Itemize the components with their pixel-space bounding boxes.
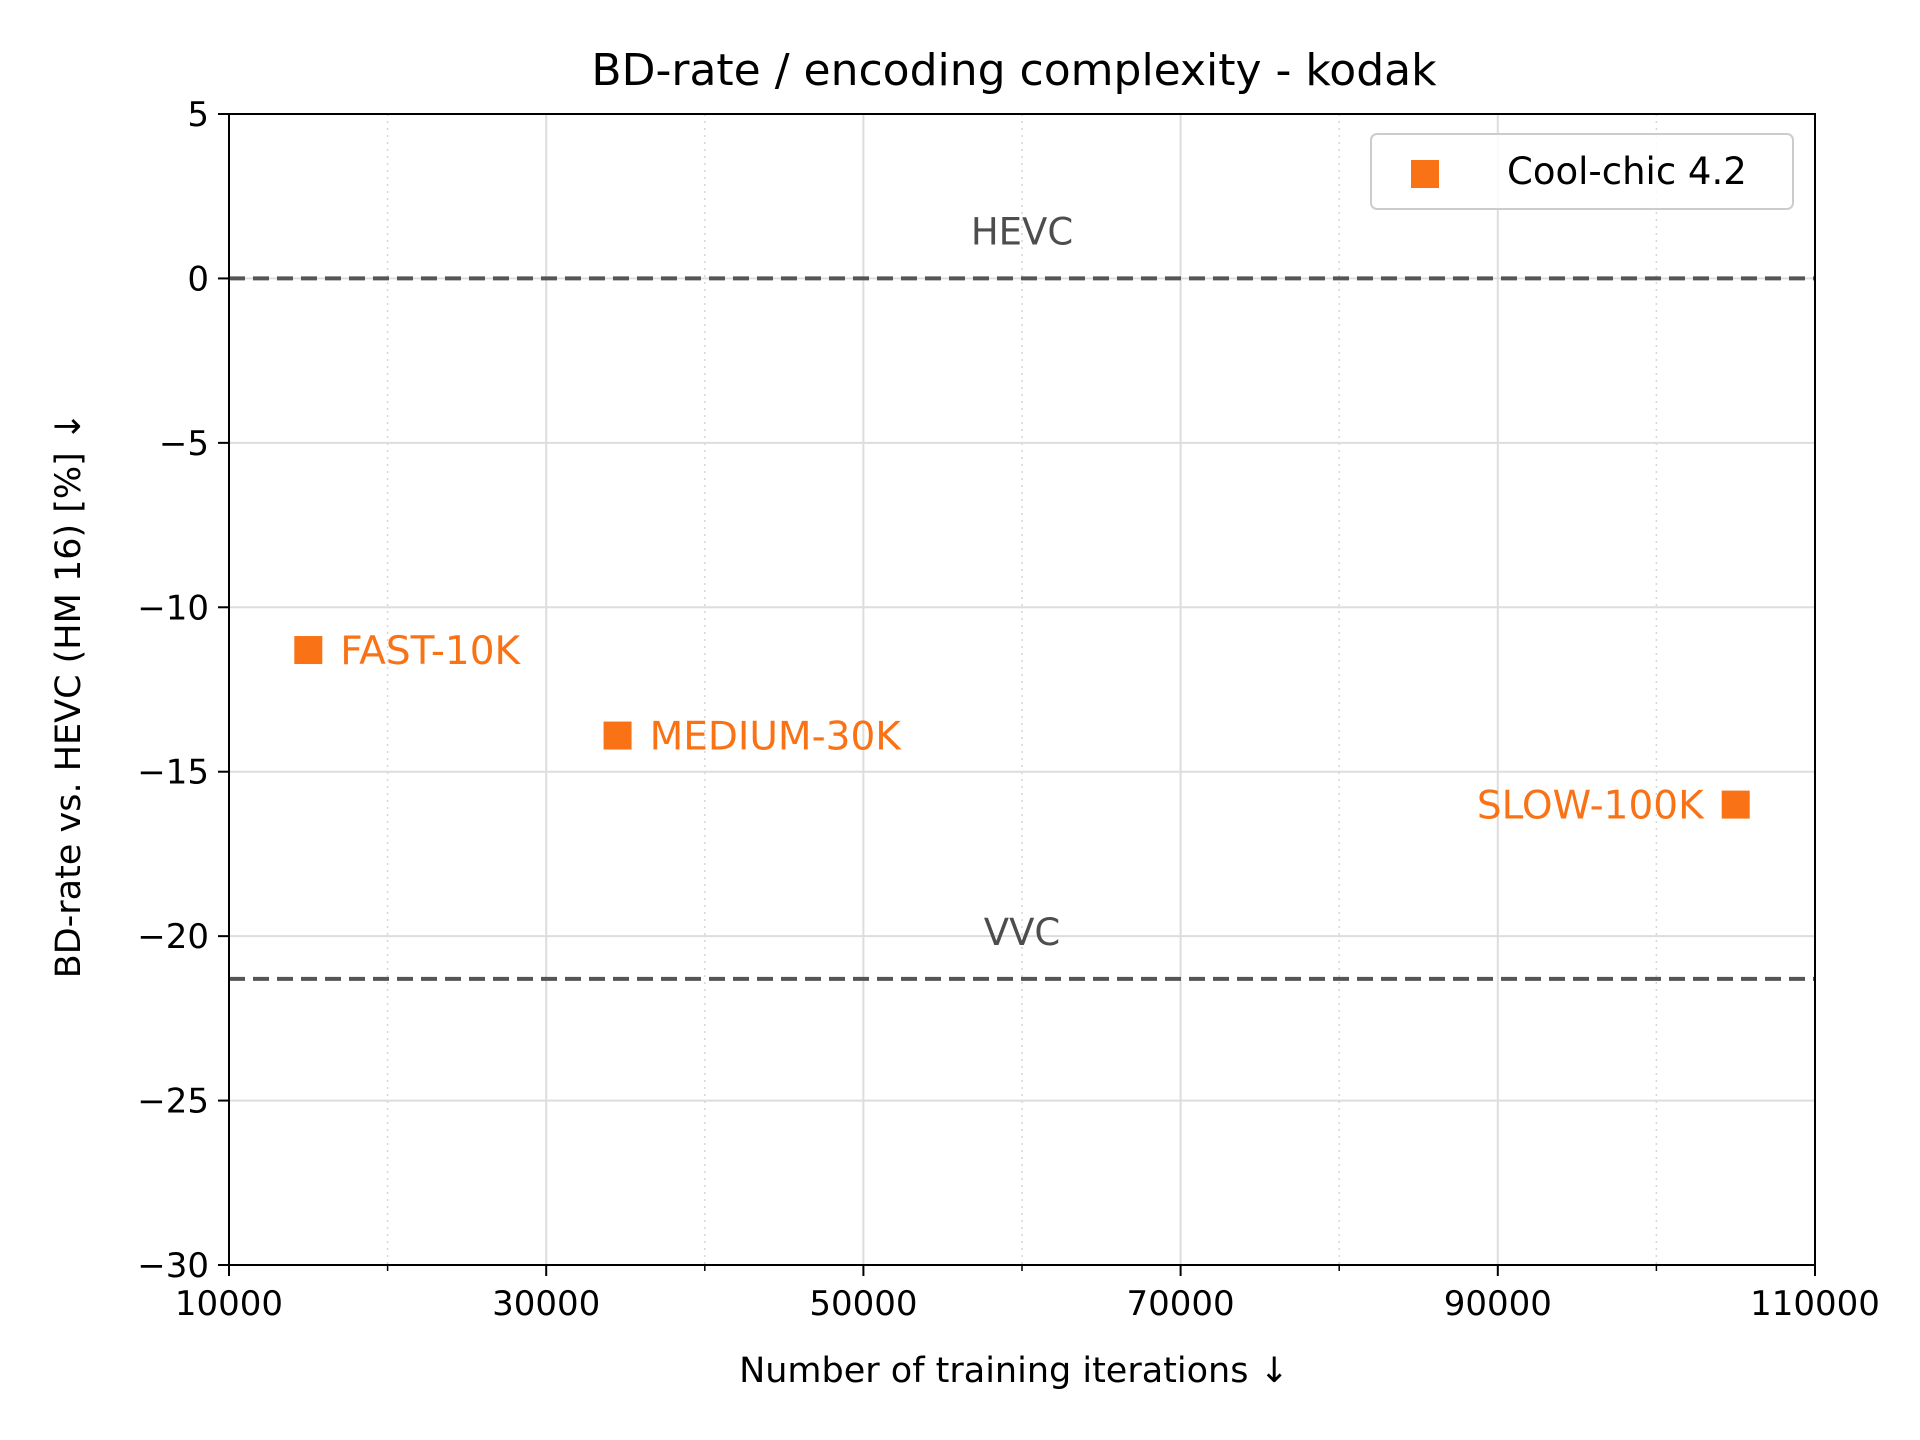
axis-ticks: 10000 30000 50000 70000 90000 110000 5 0 −5 −10 −1… [137,95,1880,1324]
y-tick-label: 5 [187,95,209,135]
data-point-label: SLOW-100K [1477,784,1705,829]
grid [229,114,1815,1265]
y-tick-label: 0 [187,259,209,299]
x-tick-label: 30000 [492,1284,600,1324]
y-axis-title: BD-rate vs. HEVC (HM 16) [%] ↓ [49,412,89,979]
data-point [603,721,632,750]
y-tick-label: −5 [159,424,209,464]
chart-title: BD-rate / encoding complexity - kodak [591,45,1437,96]
data-point [1721,790,1750,819]
y-tick-label: −30 [137,1246,209,1286]
reference-lines: HEVC VVC [229,210,1815,981]
x-tick-label: 90000 [1444,1284,1552,1324]
data-point [294,636,323,665]
legend: Cool-chic 4.2 [1370,133,1794,210]
data-point-label: FAST-10K [340,629,521,674]
y-tick-label: −25 [137,1082,209,1122]
x-tick-label: 70000 [1127,1284,1235,1324]
y-tick-label: −20 [137,917,209,957]
reference-label-hevc: HEVC [971,210,1073,253]
legend-marker [1411,160,1439,188]
reference-label-vvc: VVC [984,911,1060,954]
data-points: FAST-10K MEDIUM-30K SLOW-100K [294,629,1750,829]
data-point-label: MEDIUM-30K [650,715,903,760]
y-tick-label: −15 [137,753,209,793]
legend-label: Cool-chic 4.2 [1507,150,1747,193]
y-tick-label: −10 [137,588,209,628]
x-tick-label: 10000 [175,1284,283,1324]
x-axis-title: Number of training iterations ↓ [739,1351,1289,1391]
x-tick-label: 50000 [809,1284,917,1324]
legend-box [1370,133,1794,210]
x-tick-label: 110000 [1750,1284,1880,1324]
